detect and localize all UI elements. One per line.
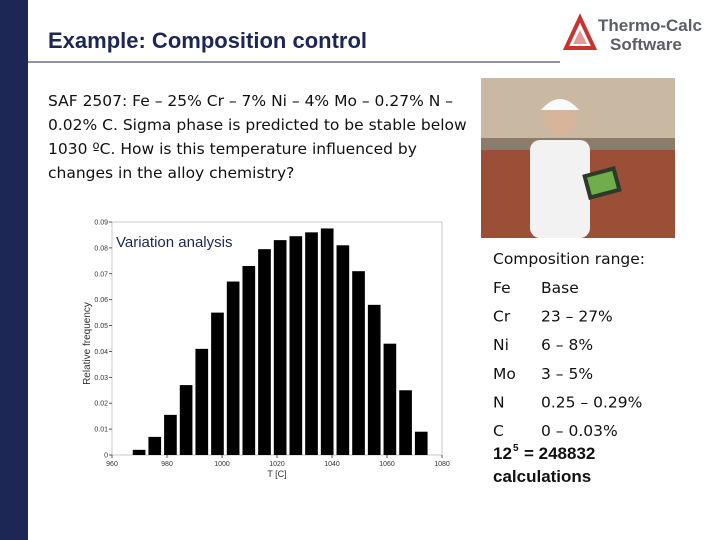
calc-exponent: 5 — [513, 443, 519, 454]
paragraph-line: 1030 ºC. How is this temperature influen… — [48, 140, 417, 158]
y-tick-label: 0 — [104, 453, 108, 460]
y-tick-label: 0.03 — [94, 375, 108, 382]
range: Base — [541, 279, 579, 297]
bar — [132, 449, 146, 455]
composition-table: Composition range: Fe Base Cr 23 – 27% Ni 6 – … — [493, 250, 645, 440]
paragraph: SAF 2507: Fe – 25% Cr – 7% Ni – 4% Mo – … — [48, 92, 467, 182]
bar — [320, 228, 334, 455]
photo-helmet — [541, 99, 579, 110]
range: 0.25 – 0.29% — [541, 393, 642, 411]
element: C — [493, 422, 504, 440]
calc-result: = 248832 — [524, 444, 595, 463]
bar — [148, 436, 162, 455]
bar — [242, 266, 256, 455]
range: 23 – 27% — [541, 308, 613, 326]
element: N — [493, 393, 505, 411]
element: Fe — [493, 279, 511, 297]
photo — [481, 78, 675, 238]
range: 0 – 0.03% — [541, 422, 618, 440]
bar — [211, 312, 224, 455]
side-bar — [0, 0, 28, 540]
element: Cr — [493, 308, 511, 326]
paragraph-line: 0.02% C. Sigma phase is predicted to be … — [48, 116, 467, 134]
x-tick-label: 960 — [106, 461, 118, 468]
logo-icon-inner — [573, 30, 587, 44]
y-tick-label: 0.02 — [94, 401, 108, 408]
logo-icon — [562, 13, 598, 50]
y-axis-label: Relative frequency — [82, 302, 93, 385]
y-tick-label: 0.01 — [94, 427, 108, 434]
composition-title: Composition range: — [493, 250, 645, 268]
logo: Thermo-Calc Software — [562, 13, 702, 54]
y-tick-label: 0.07 — [94, 271, 108, 278]
logo-text: Software — [610, 35, 682, 54]
bar — [179, 385, 193, 455]
range: 6 – 8% — [541, 336, 593, 354]
element: Mo — [493, 365, 516, 383]
slide-title: Example: Composition control — [48, 28, 367, 53]
y-tick-label: 0.09 — [94, 220, 108, 227]
logo-text: Thermo-Calc — [598, 16, 702, 35]
y-tick-label: 0.08 — [94, 245, 108, 252]
paragraph-line: changes in the alloy chemistry? — [48, 164, 294, 182]
range: 3 – 5% — [541, 365, 593, 383]
bar — [305, 232, 318, 455]
bar — [336, 245, 350, 455]
bar — [164, 414, 177, 455]
x-tick-label: 1040 — [324, 461, 340, 468]
x-tick-label: 1000 — [214, 461, 230, 468]
bar — [414, 431, 428, 455]
bar — [273, 240, 287, 455]
histogram: 0 0.01 0.02 0.03 0.04 0.05 0.06 0.07 0.08 0.09 960… — [82, 220, 450, 480]
bar — [383, 343, 397, 455]
bar — [352, 271, 365, 455]
y-tick-label: 0.06 — [94, 297, 108, 304]
annotation: Variation analysis — [116, 234, 232, 251]
bar — [289, 236, 303, 455]
bar — [226, 281, 240, 455]
photo-sky — [481, 78, 675, 138]
photo-coat — [530, 140, 590, 238]
paragraph-line: SAF 2507: Fe – 25% Cr – 7% Ni – 4% Mo – … — [48, 92, 453, 110]
x-tick-label: 1020 — [269, 461, 285, 468]
x-tick-label: 980 — [161, 461, 173, 468]
bar — [258, 249, 271, 455]
y-tick-label: 0.05 — [94, 323, 108, 330]
x-tick-label: 1080 — [434, 461, 450, 468]
y-tick-label: 0.04 — [94, 349, 108, 356]
photo-screen — [587, 170, 617, 196]
x-tick-label: 1060 — [379, 461, 395, 468]
element: Ni — [493, 336, 509, 354]
bar — [195, 348, 209, 455]
bar — [367, 304, 381, 455]
calc-label: calculations — [493, 467, 591, 486]
bar — [399, 390, 412, 455]
x-axis-label: T [C] — [267, 469, 286, 479]
calc-base: 12 — [493, 444, 512, 463]
